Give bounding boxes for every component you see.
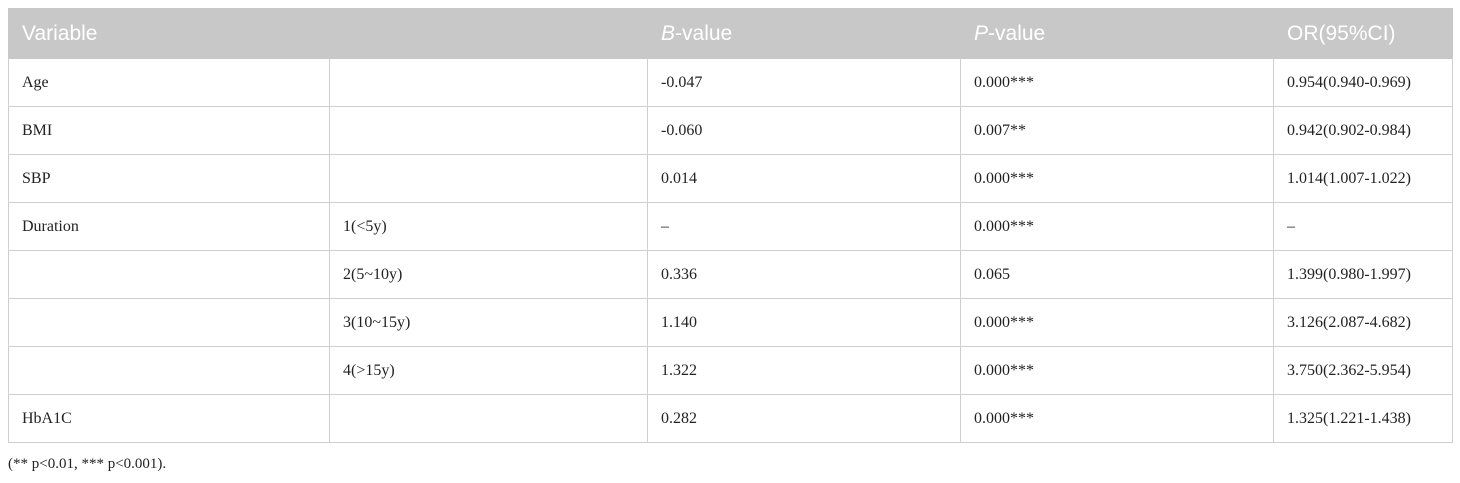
header-rest: -value — [675, 21, 733, 45]
header-rest: -value — [988, 21, 1046, 45]
table-cell: Age — [8, 58, 330, 107]
header-cell: B-value — [647, 8, 961, 59]
header-emph: P — [974, 21, 989, 45]
table-cell: 0.014 — [647, 154, 961, 203]
table-cell — [329, 106, 648, 155]
table-cell: Duration — [8, 202, 330, 251]
header-row: Variable B-value P-value OR(95%CI) — [8, 8, 1453, 59]
table-cell: 1.325(1.221-1.438) — [1273, 394, 1453, 443]
table-cell: – — [1273, 202, 1453, 251]
table-cell — [8, 250, 330, 299]
table-cell: 1.140 — [647, 298, 961, 347]
table-cell: 3.750(2.362-5.954) — [1273, 346, 1453, 395]
table-cell: -0.060 — [647, 106, 961, 155]
header-cell: OR(95%CI) — [1273, 8, 1453, 59]
table-cell: 0.007** — [960, 106, 1274, 155]
table-cell: 0.000*** — [960, 394, 1274, 443]
table-cell: 1.322 — [647, 346, 961, 395]
table-row: 4(>15y) 1.322 0.000*** 3.750(2.362-5.954) — [8, 346, 1453, 395]
footnote: (** p<0.01, *** p<0.001). — [8, 456, 167, 472]
table-cell: 0.000*** — [960, 202, 1274, 251]
header-cell — [329, 8, 648, 59]
table-cell — [329, 58, 648, 107]
table-cell: 0.942(0.902-0.984) — [1273, 106, 1453, 155]
table-cell: HbA1C — [8, 394, 330, 443]
table-cell: 0.282 — [647, 394, 961, 443]
header-cell: P-value — [960, 8, 1274, 59]
table-body: Age -0.047 0.000*** 0.954(0.940-0.969) BMI -0… — [8, 58, 1453, 443]
table-cell: – — [647, 202, 961, 251]
table-cell: 0.000*** — [960, 298, 1274, 347]
table-row: Duration 1(<5y) –0.000*** – — [8, 202, 1453, 251]
table-row: 2(5~10y) 0.336 0.065 1.399(0.980-1.997) — [8, 250, 1453, 299]
regression-table: Variable B-value P-value OR(95%CI) Age -0.04… — [8, 8, 1453, 443]
table-row: BMI -0.060 0.007** 0.942(0.902-0.984) — [8, 106, 1453, 155]
table-row: Age -0.047 0.000*** 0.954(0.940-0.969) — [8, 58, 1453, 107]
table-cell: 3(10~15y) — [329, 298, 648, 347]
table-row: HbA1C 0.282 0.000*** 1.325(1.221-1.438) — [8, 394, 1453, 443]
table-cell: 1.399(0.980-1.997) — [1273, 250, 1453, 299]
table-cell — [329, 154, 648, 203]
table-cell: 0.000*** — [960, 154, 1274, 203]
table-cell — [329, 394, 648, 443]
table-row: SBP 0.014 0.000*** 1.014(1.007-1.022) — [8, 154, 1453, 203]
table-cell: 1.014(1.007-1.022) — [1273, 154, 1453, 203]
table-cell: 1(<5y) — [329, 202, 648, 251]
table-cell: SBP — [8, 154, 330, 203]
table-cell: 0.954(0.940-0.969) — [1273, 58, 1453, 107]
table-cell: 3.126(2.087-4.682) — [1273, 298, 1453, 347]
table-row: 3(10~15y) 1.140 0.000*** 3.126(2.087-4.682) — [8, 298, 1453, 347]
table-cell — [8, 346, 330, 395]
header-cell: Variable — [8, 8, 330, 59]
table-cell: 2(5~10y) — [329, 250, 648, 299]
table-cell: 0.336 — [647, 250, 961, 299]
table-cell: -0.047 — [647, 58, 961, 107]
table-cell: 4(>15y) — [329, 346, 648, 395]
table-cell: 0.000*** — [960, 58, 1274, 107]
table-cell: 0.000*** — [960, 346, 1274, 395]
table-cell: BMI — [8, 106, 330, 155]
table-cell — [8, 298, 330, 347]
table-cell: 0.065 — [960, 250, 1274, 299]
header-emph: B — [661, 21, 676, 45]
